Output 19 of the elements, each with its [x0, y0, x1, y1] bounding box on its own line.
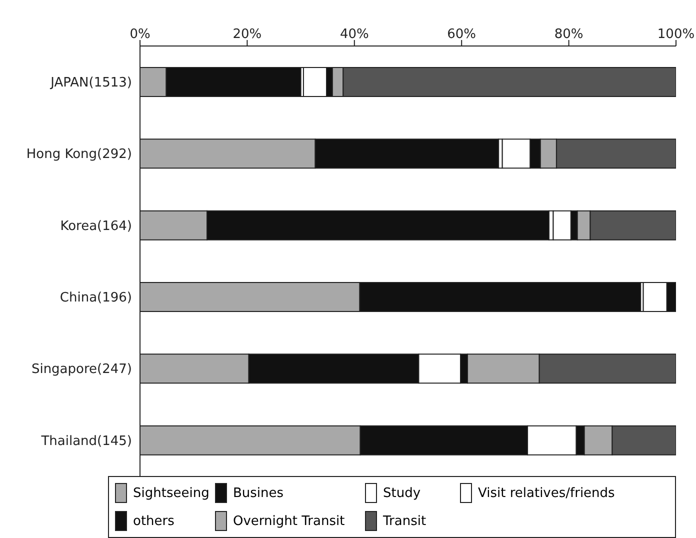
y-tick-label: JAPAN(1513) — [50, 75, 132, 90]
legend-label: Sightseeing — [133, 486, 210, 500]
x-tick-label: 100% — [657, 27, 695, 42]
x-tick-label: 0% — [130, 27, 150, 42]
legend-label: Visit relatives/friends — [478, 486, 615, 500]
legend-label: Busines — [233, 486, 284, 500]
legend-label: others — [133, 514, 174, 528]
y-tick-label: Korea(164) — [60, 218, 132, 234]
legend-label: Overnight Transit — [233, 514, 345, 528]
legend-label: Transit — [383, 514, 426, 528]
y-tick-label: Hong Kong(292) — [26, 147, 132, 162]
x-tick-label: 20% — [232, 27, 262, 42]
y-tick-label: Singapore(247) — [31, 362, 132, 378]
y-tick-label: Thailand(145) — [40, 434, 132, 449]
x-tick-label: 60% — [447, 27, 476, 42]
y-tick-label: China(196) — [60, 290, 132, 306]
x-tick-label: 40% — [340, 27, 369, 42]
legend-label: Study — [383, 486, 421, 500]
x-tick-label: 80% — [554, 27, 584, 42]
